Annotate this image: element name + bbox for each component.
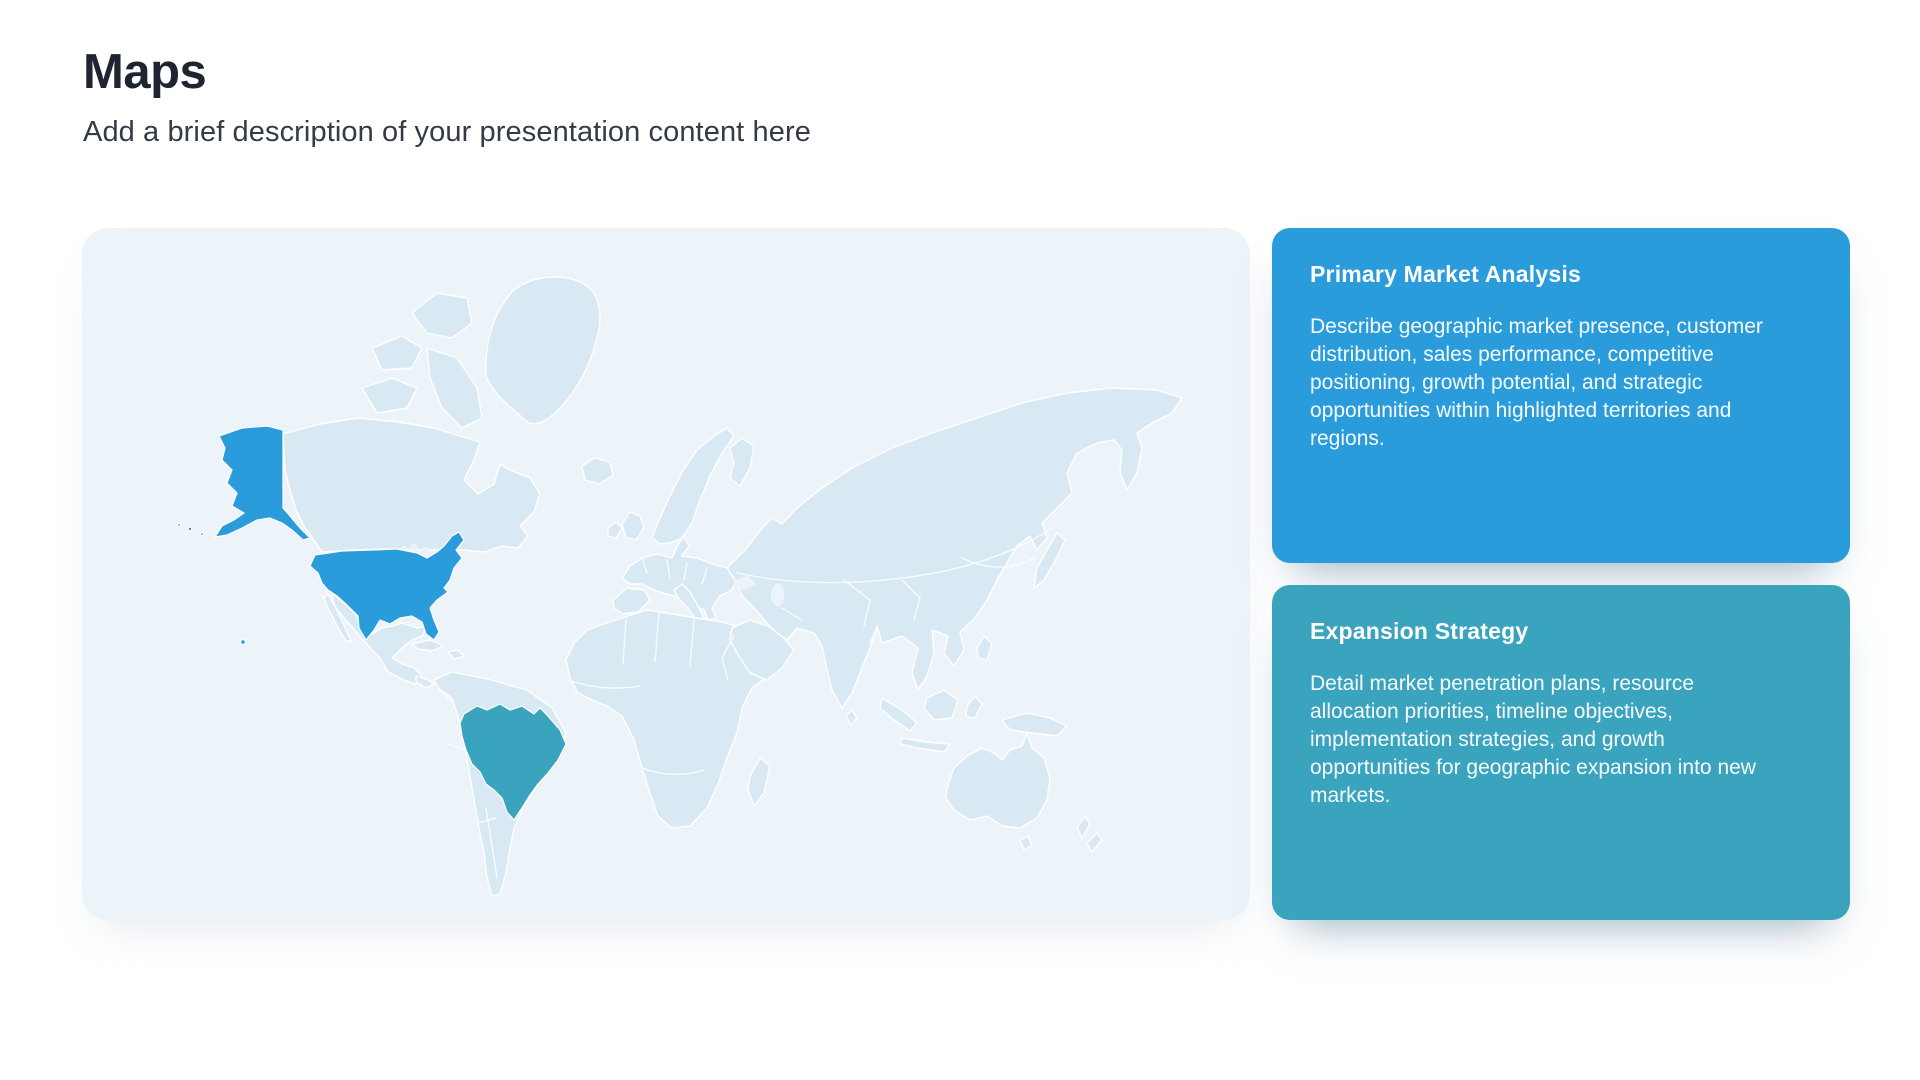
card-body: Describe geographic market presence, cus… [1310, 315, 1763, 450]
australia [945, 732, 1051, 829]
country-borders [439, 527, 1053, 879]
world-map-panel [82, 228, 1250, 920]
card-body: Detail market penetration plans, resourc… [1310, 672, 1756, 807]
alaska [214, 425, 311, 541]
brazil-highlight [459, 703, 567, 821]
card-expansion-strategy: Expansion Strategy Detail market penetra… [1272, 585, 1850, 920]
asia [726, 387, 1183, 709]
page-subtitle: Add a brief description of your presenta… [83, 116, 811, 148]
card-title: Expansion Strategy [1310, 618, 1529, 644]
hawaii [240, 639, 247, 646]
info-cards: Primary Market Analysis Describe geograp… [1272, 228, 1850, 920]
usa-highlight [176, 425, 465, 646]
inner-seas [401, 544, 785, 607]
slide-header: Maps Add a brief description of your pre… [83, 44, 811, 149]
canada [282, 417, 541, 553]
usa-continental [309, 531, 465, 641]
mexico [331, 592, 428, 685]
page-title: Maps [83, 45, 207, 99]
world-map [176, 276, 1183, 897]
card-primary-market-analysis: Primary Market Analysis Describe geograp… [1272, 228, 1850, 563]
card-title: Primary Market Analysis [1310, 261, 1581, 287]
greenland [485, 276, 601, 425]
